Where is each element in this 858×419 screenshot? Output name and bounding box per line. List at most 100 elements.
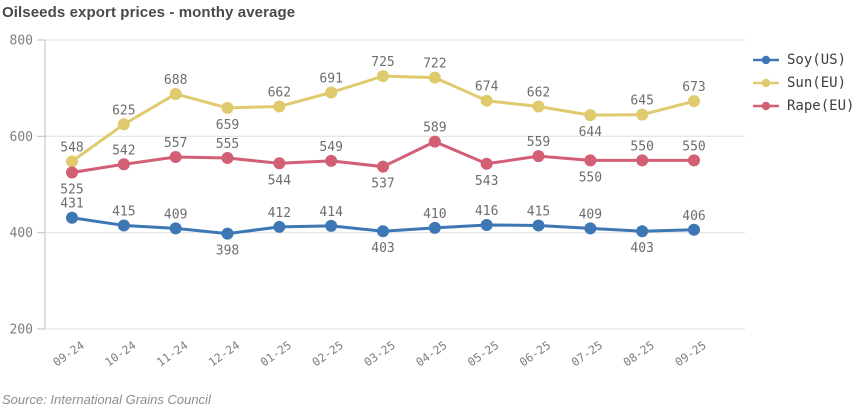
- data-point: [480, 94, 493, 107]
- data-point: [117, 219, 130, 232]
- data-label: 688: [164, 73, 187, 88]
- data-label: 410: [423, 207, 446, 222]
- data-point: [273, 157, 286, 170]
- x-tick-label: 11-24: [154, 338, 190, 369]
- data-label: 555: [216, 137, 239, 152]
- data-point: [428, 135, 441, 148]
- data-label: 559: [527, 135, 550, 150]
- data-point: [169, 87, 182, 100]
- data-point: [532, 219, 545, 232]
- data-point: [584, 154, 597, 167]
- data-point: [221, 101, 234, 114]
- x-tick-label: 03-25: [361, 338, 397, 369]
- data-label: 722: [423, 57, 446, 72]
- data-label: 415: [527, 204, 550, 219]
- x-tick-label: 05-25: [465, 338, 501, 369]
- data-label: 625: [112, 103, 135, 118]
- data-label: 416: [475, 204, 498, 219]
- data-label: 414: [319, 205, 343, 220]
- data-label: 544: [268, 173, 292, 188]
- data-label: 673: [682, 80, 705, 95]
- data-point: [636, 108, 649, 121]
- x-tick-label: 09-24: [50, 338, 86, 369]
- data-point: [636, 225, 649, 238]
- data-point: [221, 227, 234, 240]
- data-label: 659: [216, 118, 239, 133]
- data-point: [688, 95, 700, 108]
- data-point: [584, 109, 597, 122]
- data-label: 409: [164, 207, 187, 222]
- source-note: Source: International Grains Council: [2, 392, 211, 407]
- data-point: [117, 118, 130, 131]
- data-point: [688, 154, 700, 167]
- data-label: 550: [682, 139, 705, 154]
- data-point: [273, 100, 286, 113]
- rape-legend-marker-icon: [753, 101, 779, 110]
- data-point: [428, 71, 441, 84]
- data-point: [480, 157, 493, 170]
- x-tick-label: 02-25: [309, 338, 345, 369]
- data-label: 415: [112, 204, 135, 219]
- data-label: 662: [268, 85, 291, 100]
- data-label: 542: [112, 143, 135, 158]
- data-point: [532, 150, 545, 163]
- y-tick-label: 400: [10, 226, 33, 241]
- data-label: 548: [60, 140, 83, 155]
- y-tick-label: 600: [10, 130, 33, 145]
- data-point: [117, 158, 130, 171]
- data-point: [66, 155, 78, 168]
- data-label: 662: [527, 85, 550, 100]
- data-point: [377, 70, 389, 83]
- data-point: [636, 154, 649, 167]
- soy-legend-marker-icon: [753, 55, 779, 64]
- sun-legend-marker-icon: [753, 78, 779, 87]
- data-label: 557: [164, 136, 187, 151]
- data-point: [169, 151, 182, 164]
- data-point: [273, 220, 286, 233]
- data-point: [377, 225, 389, 238]
- data-label: 645: [630, 94, 653, 109]
- data-point: [480, 218, 493, 231]
- data-label: 543: [475, 174, 498, 189]
- legend-label-sun: Sun(EU): [787, 74, 847, 91]
- chart-title: Oilseeds export prices - monthy average: [2, 4, 296, 21]
- x-tick-label: 12-24: [206, 338, 242, 369]
- data-label: 550: [579, 170, 602, 185]
- data-label: 549: [319, 140, 342, 155]
- data-point: [325, 154, 338, 167]
- data-label: 550: [630, 139, 653, 154]
- data-label: 406: [682, 209, 705, 224]
- data-label: 691: [319, 72, 342, 87]
- data-point: [584, 222, 597, 235]
- legend-item-sun[interactable]: Sun(EU): [753, 71, 854, 94]
- data-label: 431: [60, 197, 83, 212]
- data-label: 398: [216, 244, 239, 259]
- legend-item-soy[interactable]: Soy(US): [753, 48, 854, 71]
- x-tick-label: 10-24: [102, 338, 138, 369]
- data-point: [221, 152, 234, 165]
- data-label: 409: [579, 207, 602, 222]
- y-tick-label: 200: [10, 323, 33, 338]
- data-point: [169, 222, 182, 235]
- data-point: [325, 219, 338, 232]
- legend-label-rape: Rape(EU): [787, 97, 855, 114]
- data-label: 537: [371, 177, 394, 192]
- y-tick-label: 800: [10, 34, 33, 49]
- data-label: 674: [475, 80, 499, 95]
- data-label: 589: [423, 121, 446, 136]
- data-label: 725: [371, 55, 394, 70]
- data-label: 412: [268, 206, 291, 221]
- x-tick-label: 09-25: [672, 338, 708, 369]
- data-label: 644: [579, 125, 603, 140]
- data-point: [688, 223, 700, 236]
- data-point: [377, 160, 389, 173]
- data-point: [66, 211, 78, 224]
- data-point: [428, 221, 441, 234]
- data-label: 403: [630, 241, 653, 256]
- x-tick-label: 08-25: [620, 338, 656, 369]
- legend-item-rape[interactable]: Rape(EU): [753, 94, 854, 117]
- data-point: [325, 86, 338, 99]
- data-point: [532, 100, 545, 113]
